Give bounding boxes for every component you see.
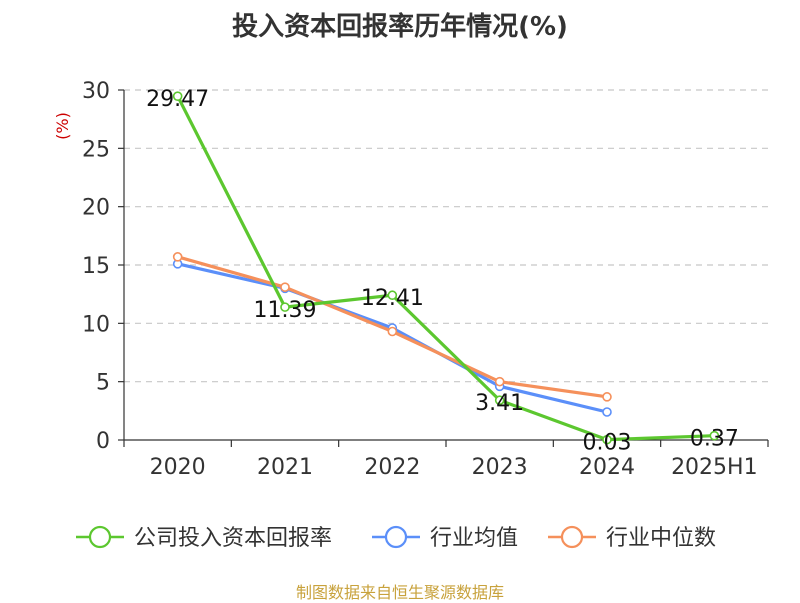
data-label: 12.41 bbox=[361, 286, 424, 311]
data-label: 0.37 bbox=[690, 427, 739, 452]
y-tick-label: 15 bbox=[82, 254, 110, 279]
x-tick-label: 2024 bbox=[579, 455, 635, 480]
axes: 0 5 10 15 20 25 30 2020 2021 2022 2023 2024 2025H1 (%… bbox=[53, 79, 769, 480]
data-point bbox=[280, 282, 290, 292]
data-label: 0.03 bbox=[583, 431, 632, 456]
x-tick-label: 2021 bbox=[257, 455, 313, 480]
legend-marker bbox=[560, 525, 584, 549]
data-point bbox=[602, 392, 612, 402]
data-point bbox=[387, 290, 398, 301]
x-tick-label: 2020 bbox=[150, 455, 206, 480]
data-point bbox=[280, 302, 290, 312]
y-tick-label: 10 bbox=[82, 312, 110, 337]
data-point bbox=[602, 407, 612, 417]
x-tick-label: 2022 bbox=[364, 455, 420, 480]
y-tick-label: 5 bbox=[96, 371, 110, 396]
legend-marker bbox=[88, 525, 112, 549]
legend-label: 行业中位数 bbox=[606, 526, 716, 551]
series-lines bbox=[172, 91, 720, 445]
data-point bbox=[494, 376, 505, 387]
legend-label: 行业均值 bbox=[430, 526, 518, 551]
y-axis-label: (%) bbox=[53, 112, 72, 140]
legend-marker bbox=[384, 525, 408, 549]
data-point bbox=[602, 434, 612, 445]
y-tick-label: 30 bbox=[82, 79, 110, 104]
data-point bbox=[172, 252, 183, 262]
data-point bbox=[387, 326, 398, 337]
source-note: 制图数据来自恒生聚源数据库 bbox=[295, 583, 504, 602]
data-point bbox=[494, 395, 505, 406]
legend: 公司投入资本回报率 行业均值 行业中位数 bbox=[76, 525, 716, 551]
data-label: 29.47 bbox=[146, 87, 209, 112]
x-tick-label: 2025H1 bbox=[671, 455, 758, 480]
y-tick-label: 20 bbox=[82, 196, 110, 221]
data-label: 3.41 bbox=[475, 391, 524, 416]
grid-lines bbox=[124, 89, 768, 383]
data-label: 11.39 bbox=[254, 298, 317, 323]
legend-label: 公司投入资本回报率 bbox=[134, 526, 332, 551]
data-labels: 29.47 11.39 12.41 3.41 0.03 0.37 bbox=[146, 87, 739, 455]
y-tick-label: 25 bbox=[82, 137, 110, 162]
data-point bbox=[172, 91, 183, 101]
y-tick-label: 0 bbox=[96, 429, 110, 454]
data-point bbox=[709, 430, 720, 441]
x-tick-label: 2023 bbox=[472, 455, 528, 480]
chart-title: 投入资本回报率历年情况(%) bbox=[232, 12, 568, 42]
series-line bbox=[176, 95, 715, 442]
